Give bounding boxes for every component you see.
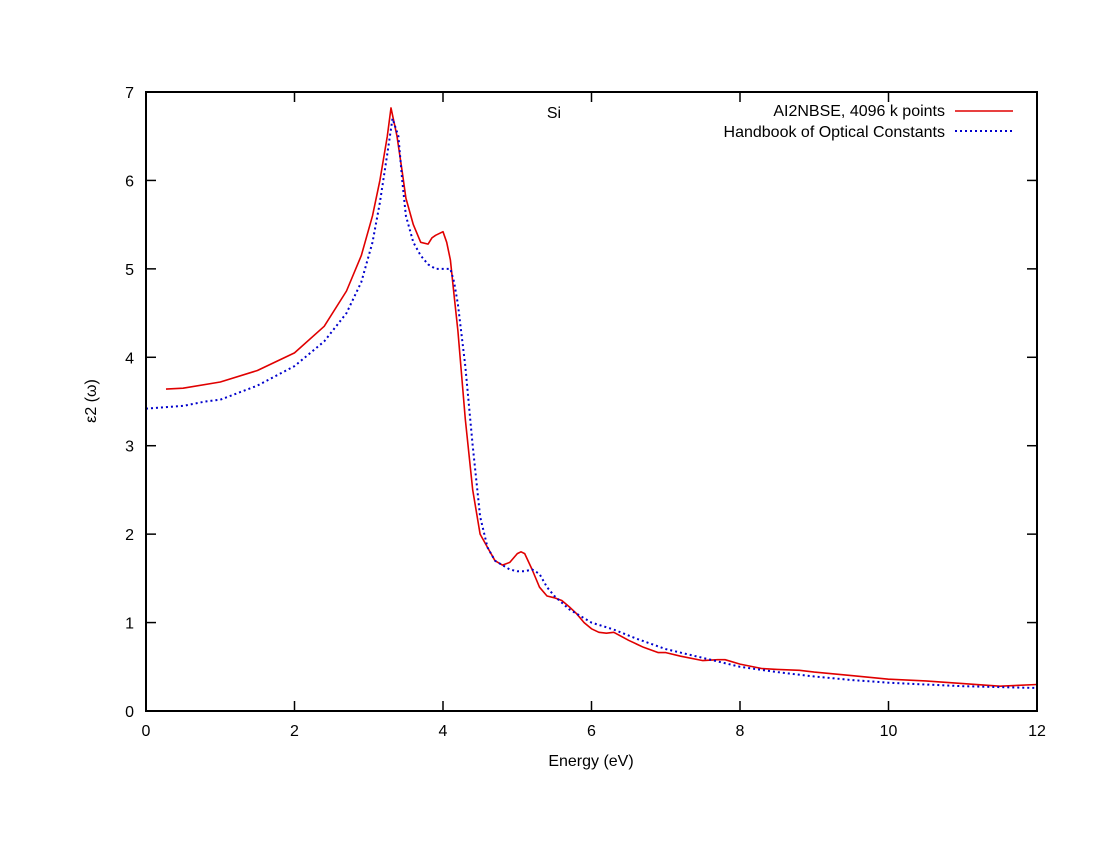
plot-frame [145, 91, 1038, 712]
plot-area [145, 107, 1038, 689]
y-axis-label: ε2 (ω) [83, 379, 100, 423]
axis-ticks [145, 91, 1038, 712]
y-tick-label-7: 7 [125, 85, 134, 102]
legend: AI2NBSE, 4096 k points Handbook of Optic… [724, 103, 1013, 141]
legend-label-series-2: Handbook of Optical Constants [724, 124, 945, 141]
x-tick-label-3: 6 [587, 723, 596, 740]
chart-title: Si [547, 105, 561, 122]
x-tick-label-4: 8 [736, 723, 745, 740]
legend-label-series-1: AI2NBSE, 4096 k points [773, 103, 945, 120]
y-tick-label-0: 0 [125, 704, 134, 721]
series-line-1 [165, 107, 1038, 688]
x-tick-label-2: 4 [439, 723, 448, 740]
x-tick-label-5: 10 [880, 723, 898, 740]
x-axis-label: Energy (eV) [548, 753, 633, 770]
x-tick-label-0: 0 [142, 723, 151, 740]
x-tick-label-1: 2 [290, 723, 299, 740]
y-tick-label-6: 6 [125, 173, 134, 190]
x-tick-label-6: 12 [1028, 723, 1046, 740]
y-tick-label-3: 3 [125, 439, 134, 456]
series-line-2 [145, 117, 1038, 689]
y-tick-label-4: 4 [125, 350, 134, 367]
y-tick-label-5: 5 [125, 262, 134, 279]
y-tick-label-2: 2 [125, 527, 134, 544]
y-tick-label-1: 1 [125, 616, 134, 633]
